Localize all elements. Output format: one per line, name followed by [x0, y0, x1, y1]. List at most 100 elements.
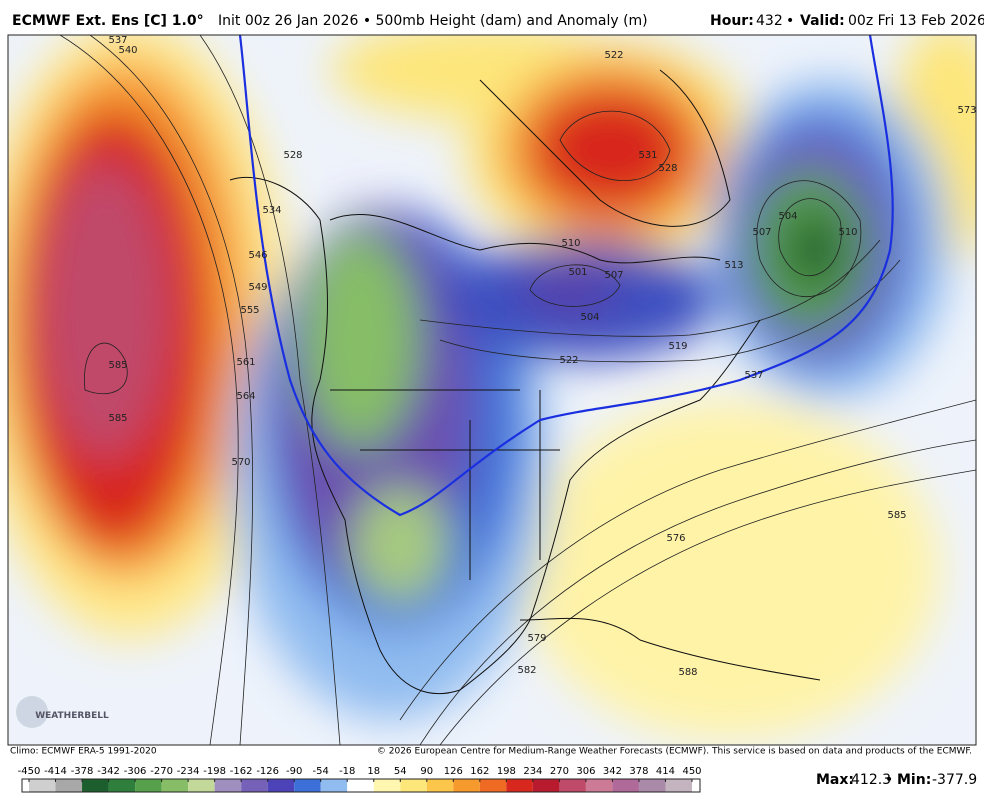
colorbar-tick-label: 126 [444, 766, 463, 777]
colorbar-tick-label: 162 [470, 766, 489, 777]
contour-label: 570 [231, 457, 250, 468]
colorbar-segment [135, 779, 162, 792]
contour-label: 522 [604, 50, 623, 61]
contour-label: 522 [559, 355, 578, 366]
colorbar-segment [267, 779, 295, 792]
coastlines [229, 69, 821, 695]
contour-label: 534 [262, 205, 281, 216]
contour-label: 561 [236, 357, 255, 368]
colorbar-segment [82, 779, 109, 792]
colorbar-tick-label: -126 [256, 766, 279, 777]
colorbar-segment [188, 779, 215, 792]
colorbar-segment [479, 779, 507, 792]
colorbar-tick-label: 414 [656, 766, 675, 777]
colorbar-segment [453, 779, 480, 792]
contour-label: 576 [666, 533, 685, 544]
climo: Climo: ECMWF ERA-5 1991-2020 [10, 747, 157, 757]
colorbar-tick-label: 270 [550, 766, 569, 777]
colorbar-tick-label: -378 [71, 766, 94, 777]
colorbar-tick-label: -90 [286, 766, 302, 777]
height-contours [59, 35, 976, 745]
contour-label: 537 [108, 35, 127, 46]
540-line [238, 35, 894, 517]
contour-label: 588 [678, 667, 697, 678]
contour-label: 549 [248, 282, 267, 293]
colorbar-tick-label: -234 [177, 766, 200, 777]
max: 412.3 [851, 772, 891, 788]
colorbar-segment [638, 779, 666, 792]
colorbar-tick-label: -270 [150, 766, 173, 777]
logo: WEATHERBELL [16, 696, 109, 728]
colorbar-segment [506, 779, 533, 792]
colorbar-segment [108, 779, 136, 792]
hour-label: Hour: [710, 13, 754, 29]
colorbar-tick-label: 450 [682, 766, 701, 777]
colorbar-segment [665, 779, 692, 792]
colorbar-tick-label: -18 [339, 766, 355, 777]
min-label: Min: [897, 772, 931, 788]
colorbar-segment [373, 779, 401, 792]
map-frame [7, 34, 977, 746]
colorbar-segment [55, 779, 83, 792]
contour-label: 585 [108, 360, 127, 371]
copyright: © 2026 European Centre for Medium-Range … [377, 747, 972, 757]
colorbar-segment [29, 779, 56, 792]
contour-label: 510 [561, 238, 580, 249]
contour-label: 504 [778, 211, 797, 222]
colorbar-tick-label: -414 [44, 766, 67, 777]
contour-label: 585 [887, 510, 906, 521]
contour-label: 555 [240, 305, 259, 316]
colorbar-tick-label: 342 [603, 766, 622, 777]
description: Init 00z 26 Jan 2026 • 500mb Height (dam… [218, 13, 648, 29]
colorbar-segment [320, 779, 348, 792]
colorbar-segment [426, 779, 454, 792]
colorbar-segment [612, 779, 639, 792]
contour-label: 510 [838, 227, 857, 238]
colorbar-segment [532, 779, 560, 792]
colorbar-segment [161, 779, 189, 792]
contour-labels: 5375405285345465495555615645705855855735… [108, 35, 976, 678]
colorbar-segment [585, 779, 613, 792]
contour-label: 546 [248, 250, 267, 261]
valid-label: Valid: [800, 13, 845, 29]
contour-label: 537 [744, 370, 763, 381]
contour-label: 507 [752, 227, 771, 238]
colorbar-tick-label: -306 [124, 766, 147, 777]
contour-label: 531 [638, 150, 657, 161]
colorbar-segment [400, 779, 427, 792]
map: 5375405285345465495555615645705855855735… [8, 35, 976, 745]
contour-label: 501 [568, 267, 587, 278]
separator: • [786, 13, 794, 29]
colorbar-tick-label: -450 [18, 766, 41, 777]
model-title: ECMWF Ext. Ens [C] 1.0° [12, 13, 204, 29]
contour-label: 540 [118, 45, 137, 56]
contour-label: 507 [604, 270, 623, 281]
colorbar-tick-label: 306 [576, 766, 595, 777]
colorbar-tick-label: -342 [97, 766, 120, 777]
contour-label: 573 [957, 105, 976, 116]
colorbar-segment [214, 779, 242, 792]
contour-label: 579 [527, 633, 546, 644]
contour-label: 504 [580, 312, 599, 323]
colorbar-segment [241, 779, 268, 792]
min: -377.9 [932, 772, 977, 788]
colorbar-segment [294, 779, 321, 792]
max-label: Max: [816, 772, 854, 788]
colorbar-tick-label: 18 [367, 766, 380, 777]
colorbar-tick-label: -54 [313, 766, 329, 777]
contour-label: 564 [236, 391, 255, 402]
hour: 432 [756, 13, 783, 29]
colorbar-segment [347, 779, 374, 792]
colorbar-tick-label: 234 [523, 766, 542, 777]
colorbar-tick-label: -162 [230, 766, 253, 777]
contour-label: 528 [283, 150, 302, 161]
colorbar: -450 -414 -378 -342 -306 -270 -234 -198 -162 -126… [18, 766, 702, 793]
valid: 00z Fri 13 Feb 2026 [848, 13, 984, 29]
contour-label: 513 [724, 260, 743, 271]
anomaly-shading [8, 35, 976, 740]
contour-label: 585 [108, 413, 127, 424]
logo-text: WEATHERBELL [35, 711, 109, 721]
colorbar-tick-label: 378 [629, 766, 648, 777]
